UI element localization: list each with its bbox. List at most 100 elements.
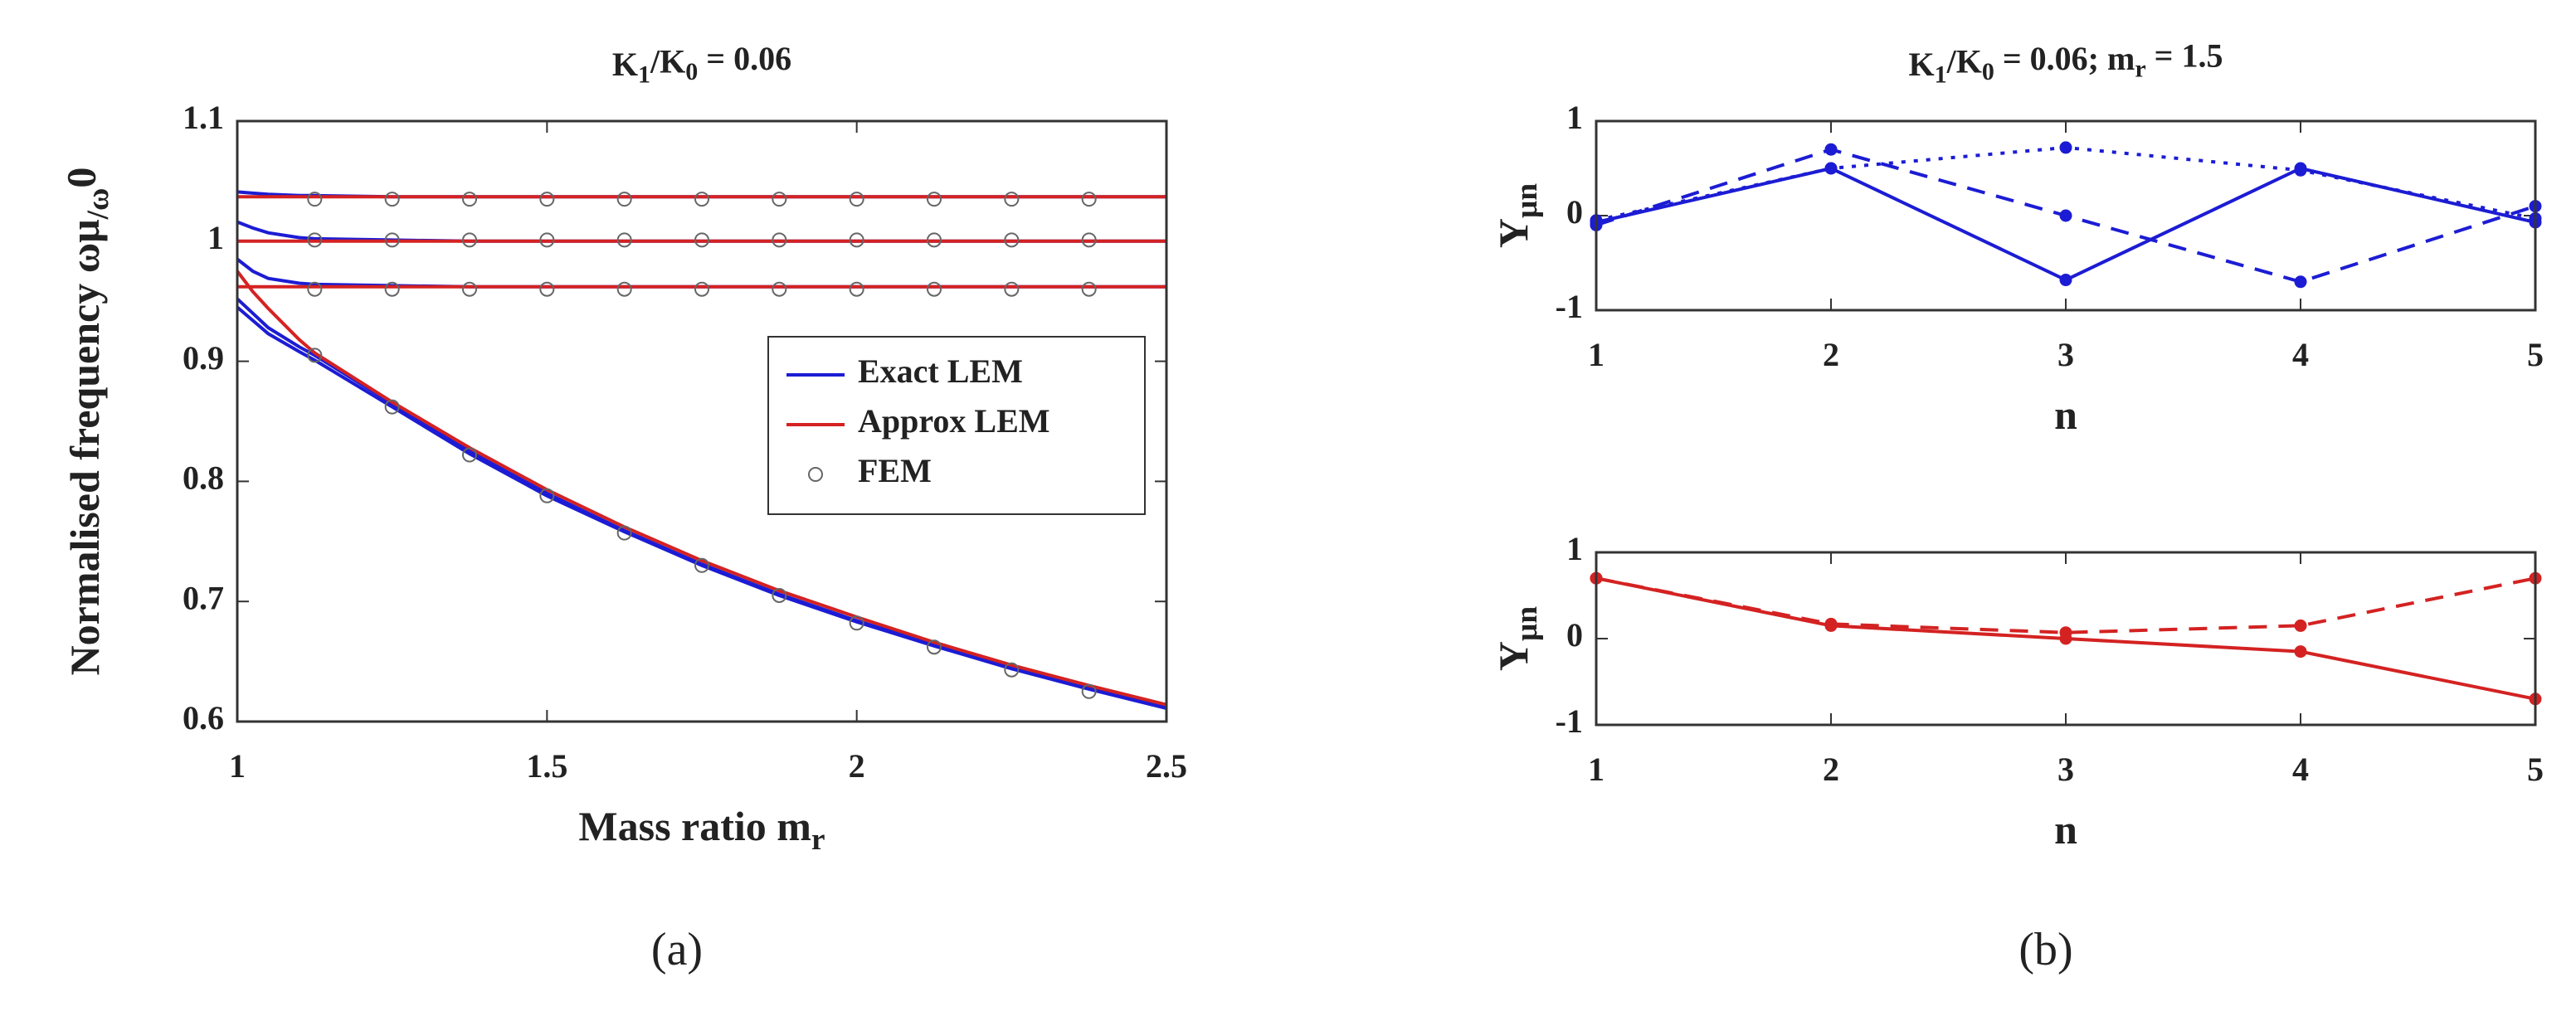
data-point [307, 232, 323, 248]
data-point [1081, 281, 1097, 297]
data-point [539, 488, 555, 503]
data-point [694, 232, 709, 248]
x-axis-label: n [2054, 806, 2077, 853]
data-point [927, 192, 942, 207]
axes-frame [236, 119, 1168, 723]
data-point [1004, 232, 1020, 248]
data-point [2059, 141, 2072, 154]
y-tick-label: 0 [1566, 616, 1583, 654]
y-tick-label: 0.9 [183, 339, 224, 377]
legend-swatch [808, 467, 823, 482]
x-tick-label: 2 [1823, 751, 1839, 788]
data-point [2294, 163, 2307, 177]
data-point [849, 615, 864, 631]
x-tick-label: 3 [2057, 751, 2074, 788]
data-point [462, 281, 477, 297]
data-point [849, 192, 864, 207]
data-point [1004, 281, 1020, 297]
chart-title: K1/K0 = 0.06 [612, 40, 791, 88]
data-point [772, 281, 787, 297]
data-point [1824, 162, 1838, 175]
data-point [1081, 683, 1097, 699]
data-point [307, 192, 323, 207]
data-point [616, 232, 632, 248]
y-tick-label: 1.1 [183, 99, 224, 136]
data-point [772, 587, 787, 603]
y-axis-label-part: μn [1510, 183, 1544, 218]
chart-title-part: = 0.06; m [1994, 40, 2135, 77]
data-point [2294, 619, 2307, 632]
x-tick-label: 4 [2292, 336, 2309, 373]
data-point [849, 232, 864, 248]
x-tick-label: 3 [2057, 336, 2074, 373]
data-point [694, 281, 709, 297]
chart-title-part: /K [650, 43, 685, 80]
x-axis-label-part: Mass ratio m [578, 803, 811, 849]
chart-title-part: K [612, 46, 638, 83]
chart-title-part: = 0.06 [698, 40, 791, 77]
y-axis-label-part: /ω [81, 188, 115, 221]
data-point [2059, 274, 2072, 287]
data-point [539, 232, 555, 248]
data-point [1081, 192, 1097, 207]
y-tick-label: 0.6 [183, 699, 224, 736]
data-point [1004, 192, 1020, 207]
chart-title-part: r [2135, 55, 2145, 82]
data-point [1824, 143, 1838, 156]
axes-frame [1595, 119, 2537, 312]
data-point [694, 557, 709, 573]
data-point [539, 281, 555, 297]
x-tick-label: 1 [229, 747, 246, 785]
y-axis-label-part: Y [1490, 218, 1536, 248]
x-tick-label: 1 [1588, 751, 1605, 788]
data-point [1081, 232, 1097, 248]
legend-label: FEM [858, 452, 932, 489]
y-tick-label: -1 [1556, 288, 1583, 325]
chart-title-part: 1 [638, 61, 650, 88]
y-tick-label: 0.7 [183, 579, 224, 616]
chart-title-part: K [1909, 46, 1935, 83]
y-tick-label: -1 [1556, 702, 1583, 740]
x-axis-label: n [2054, 391, 2077, 438]
y-tick-label: 1 [1566, 99, 1583, 136]
y-axis-label-part: μ [61, 219, 108, 242]
x-tick-label: 5 [2527, 336, 2544, 373]
y-axis-label-part: Normalised frequency ω [61, 243, 108, 676]
data-point [307, 281, 323, 297]
chart-title-part: = 1.5 [2146, 37, 2223, 75]
chart-title-part: /K [1946, 43, 1982, 80]
chart-title-part: 0 [1982, 58, 1994, 85]
series-line [236, 305, 1167, 711]
data-point [927, 281, 942, 297]
y-axis-label: Normalised frequency ωμ/ω0 [58, 168, 115, 676]
data-point [616, 525, 632, 541]
data-point [2294, 275, 2307, 289]
data-point [849, 281, 864, 297]
axes-frame [1595, 551, 2537, 727]
y-tick-label: 1 [207, 219, 224, 256]
x-tick-label: 1 [1588, 336, 1605, 373]
series-line [236, 270, 1167, 707]
data-point [2294, 645, 2307, 659]
legend-label: Exact LEM [858, 352, 1023, 390]
data-point [307, 348, 323, 363]
x-tick-label: 5 [2527, 751, 2544, 788]
data-point [384, 399, 400, 415]
chart-title-part: 0 [685, 58, 698, 85]
data-point [384, 232, 400, 248]
y-axis-label-part: Y [1490, 641, 1536, 671]
data-point [462, 192, 477, 207]
x-axis-label-part: r [811, 823, 825, 857]
x-axis-label: Mass ratio mr [578, 803, 825, 856]
y-tick-label: 1 [1566, 530, 1583, 567]
x-axis-label-part: n [2054, 391, 2077, 438]
data-point [616, 192, 632, 207]
x-tick-label: 2 [849, 747, 865, 785]
y-tick-label: 0.8 [183, 459, 224, 497]
x-axis-label-part: n [2054, 806, 2077, 853]
y-axis-label-part: 0 [58, 168, 105, 188]
chart-title-part: 1 [1935, 61, 1947, 88]
x-tick-label: 1.5 [526, 747, 567, 785]
y-axis-label-part: μn [1510, 606, 1544, 641]
